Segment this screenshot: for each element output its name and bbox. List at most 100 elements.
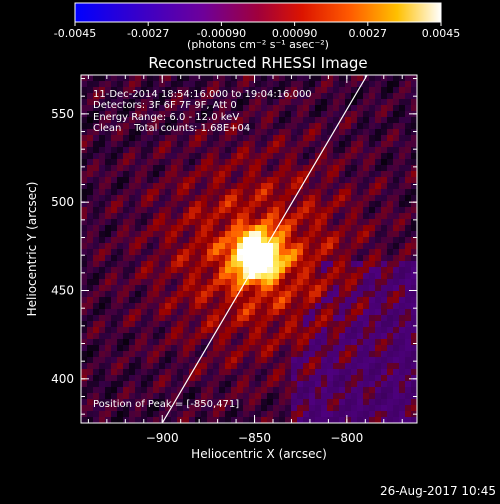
heatmap-cell [183, 177, 189, 183]
heatmap-cell [81, 327, 87, 333]
heatmap-cell [399, 381, 405, 387]
heatmap-cell [195, 237, 201, 243]
heatmap-cell [129, 135, 135, 141]
heatmap-cell [333, 303, 339, 309]
heatmap-cell [297, 333, 303, 339]
heatmap-cell [339, 351, 345, 357]
heatmap-cell [339, 117, 345, 123]
heatmap-cell [237, 309, 243, 315]
heatmap-cell [189, 303, 195, 309]
heatmap-cell [363, 351, 369, 357]
heatmap-cell [243, 231, 249, 237]
heatmap-cell [375, 249, 381, 255]
heatmap-cell [93, 207, 99, 213]
heatmap-cell [357, 315, 363, 321]
heatmap-cell [207, 117, 213, 123]
heatmap-cell [309, 123, 315, 129]
heatmap-cell [159, 141, 165, 147]
heatmap-cell [219, 237, 225, 243]
heatmap-cell [267, 315, 273, 321]
heatmap-cell [93, 99, 99, 105]
heatmap-cell [99, 351, 105, 357]
heatmap-cell [309, 141, 315, 147]
heatmap-cell [117, 273, 123, 279]
heatmap-cell [393, 141, 399, 147]
heatmap-cell [297, 129, 303, 135]
heatmap-cell [285, 357, 291, 363]
heatmap-cell [351, 75, 357, 81]
heatmap-cell [201, 273, 207, 279]
heatmap-cell [405, 333, 411, 339]
heatmap-cell [99, 159, 105, 165]
heatmap-cell [279, 375, 285, 381]
heatmap-cell [309, 297, 315, 303]
heatmap-cell [261, 333, 267, 339]
heatmap-cell [195, 135, 201, 141]
heatmap-cell [99, 201, 105, 207]
heatmap-cell [345, 285, 351, 291]
heatmap-cell [123, 159, 129, 165]
heatmap-cell [381, 291, 387, 297]
heatmap-cell [225, 201, 231, 207]
heatmap-cell [117, 411, 123, 417]
heatmap-cell [375, 369, 381, 375]
heatmap-cell [261, 417, 267, 423]
heatmap-cell [327, 243, 333, 249]
heatmap-cell [339, 105, 345, 111]
colorbar-ticks: -0.0045 -0.0027 -0.00090 0.00090 0.0027 0.004… [54, 22, 460, 40]
heatmap-cell [93, 117, 99, 123]
heatmap-cell [321, 129, 327, 135]
heatmap-cell [309, 225, 315, 231]
heatmap-cell [213, 141, 219, 147]
heatmap-cell [255, 165, 261, 171]
heatmap-cell [105, 243, 111, 249]
heatmap-cell [351, 291, 357, 297]
heatmap-cell [147, 417, 153, 423]
heatmap-cell [267, 195, 273, 201]
heatmap-cell [177, 411, 183, 417]
heatmap-cell [87, 189, 93, 195]
heatmap-cell [111, 189, 117, 195]
heatmap-cell [231, 375, 237, 381]
heatmap-cell [267, 75, 273, 81]
heatmap-cell [195, 183, 201, 189]
heatmap-cell [129, 303, 135, 309]
heatmap-cell [93, 237, 99, 243]
heatmap-cell [237, 159, 243, 165]
heatmap-cell [231, 345, 237, 351]
heatmap-cell [225, 303, 231, 309]
heatmap-cell [165, 219, 171, 225]
heatmap-cell [285, 87, 291, 93]
heatmap-cell [315, 171, 321, 177]
heatmap-cell [129, 393, 135, 399]
heatmap-cell [393, 81, 399, 87]
heatmap-cell [291, 141, 297, 147]
heatmap-cell [201, 117, 207, 123]
heatmap-cell [231, 291, 237, 297]
heatmap-cell [165, 261, 171, 267]
heatmap-cell [213, 351, 219, 357]
heatmap-cell [207, 375, 213, 381]
heatmap-cell [321, 183, 327, 189]
heatmap-cell [273, 351, 279, 357]
heatmap-cell [153, 327, 159, 333]
heatmap-cell [243, 75, 249, 81]
heatmap-cell [309, 327, 315, 333]
heatmap-cell [147, 177, 153, 183]
heatmap-cell [255, 189, 261, 195]
heatmap-cell [291, 327, 297, 333]
heatmap-cell [111, 273, 117, 279]
heatmap-cell [273, 381, 279, 387]
heatmap-cell [177, 165, 183, 171]
heatmap-cell [411, 339, 417, 345]
heatmap-cell [267, 267, 273, 273]
heatmap-cell [375, 357, 381, 363]
heatmap-cell [411, 81, 417, 87]
heatmap-cell [117, 321, 123, 327]
heatmap-cell [339, 159, 345, 165]
heatmap-cell [399, 315, 405, 321]
heatmap-cell [117, 99, 123, 105]
heatmap-cell [357, 75, 363, 81]
heatmap-cell [357, 147, 363, 153]
heatmap-cell [267, 411, 273, 417]
